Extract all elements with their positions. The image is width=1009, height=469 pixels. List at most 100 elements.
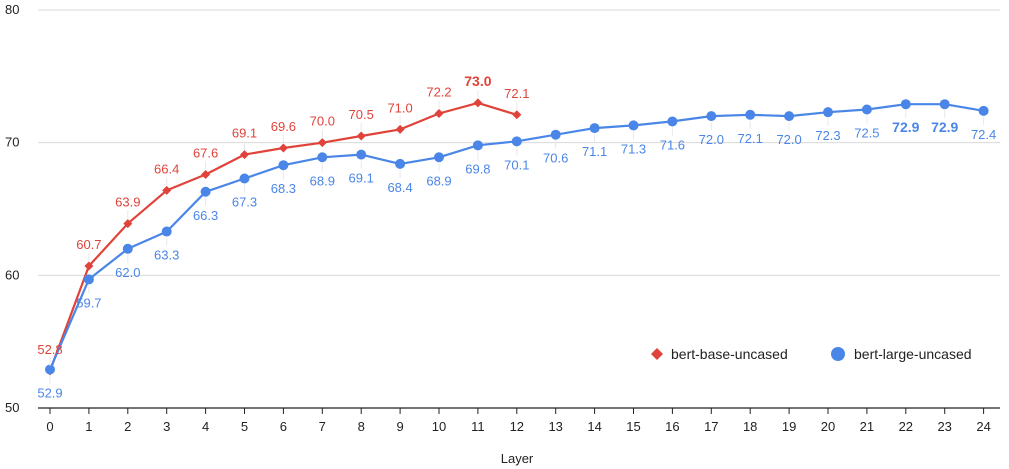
data-point: [83, 274, 94, 285]
data-label: 71.3: [621, 141, 646, 156]
x-tick-label: 7: [319, 419, 326, 434]
legend-label: bert-base-uncased: [671, 346, 788, 362]
data-point: [123, 219, 133, 229]
data-point: [162, 185, 172, 195]
data-point: [278, 143, 288, 153]
data-label: 72.0: [699, 132, 724, 147]
data-point: [240, 150, 249, 160]
x-tick-label: 15: [626, 419, 640, 434]
data-label: 63.9: [115, 195, 140, 210]
data-label: 68.9: [426, 173, 451, 188]
x-tick-label: 9: [396, 419, 403, 434]
data-label: 71.0: [387, 100, 412, 115]
y-tick-label: 80: [5, 2, 19, 17]
y-tick-label: 60: [5, 267, 19, 282]
data-point: [317, 152, 328, 163]
series: [45, 98, 989, 376]
data-label: 72.1: [504, 86, 529, 101]
legend-marker: [651, 348, 663, 360]
x-tick-label: 22: [899, 419, 913, 434]
data-point: [589, 123, 600, 134]
x-axis-title: Layer: [501, 451, 534, 466]
x-tick-label: 17: [704, 419, 718, 434]
data-point: [84, 261, 94, 271]
data-point: [356, 131, 366, 141]
x-tick-label: 20: [821, 419, 835, 434]
x-tick-label: 2: [124, 419, 131, 434]
data-point: [861, 104, 872, 115]
data-label: 72.2: [426, 84, 451, 99]
x-tick-label: 8: [358, 419, 365, 434]
x-tick-label: 19: [782, 419, 796, 434]
data-label: 63.3: [154, 248, 179, 263]
data-label: 68.9: [310, 173, 335, 188]
data-labels: 52.8 60.7 63.9 66.4 67.6 69.1 69.6 70.0 70.5 71.0…: [37, 73, 996, 401]
x-tick-label: 21: [860, 419, 874, 434]
data-point: [550, 129, 561, 140]
data-label: 70.6: [543, 151, 568, 166]
legend-label: bert-large-uncased: [854, 346, 972, 362]
data-label: 72.1: [738, 131, 763, 146]
data-label: 66.4: [154, 161, 179, 176]
data-label: 70.0: [310, 114, 335, 129]
data-point: [784, 111, 795, 122]
data-label: 59.7: [76, 295, 101, 310]
data-label: 71.1: [582, 144, 607, 159]
data-label: 66.3: [193, 208, 218, 223]
x-tick-label: 24: [976, 419, 990, 434]
data-label: 60.7: [76, 237, 101, 252]
data-point: [434, 108, 444, 118]
data-point: [395, 158, 406, 169]
data-label: 69.8: [465, 161, 490, 176]
data-point: [823, 107, 833, 118]
data-point: [473, 98, 483, 108]
legend: bert-base-uncased bert-large-uncased: [651, 346, 972, 362]
data-label: 71.6: [660, 137, 685, 152]
x-tick-label: 14: [587, 419, 601, 434]
data-label: 52.9: [37, 386, 62, 401]
x-tick-label: 4: [202, 419, 209, 434]
data-point: [628, 120, 639, 131]
data-point: [939, 99, 950, 110]
x-tick-label: 3: [163, 419, 170, 434]
x-tick-label: 12: [510, 419, 524, 434]
data-point: [278, 160, 289, 171]
data-label: 72.9: [931, 119, 958, 135]
data-label: 70.1: [504, 157, 529, 172]
data-point: [317, 138, 327, 148]
data-point: [900, 99, 911, 110]
data-point: [395, 124, 405, 134]
data-point: [239, 173, 250, 184]
data-label: 73.0: [464, 73, 491, 89]
x-tick-label: 13: [548, 419, 562, 434]
data-point: [978, 105, 989, 116]
data-label: 67.3: [232, 194, 257, 209]
data-label: 62.0: [115, 265, 140, 280]
data-point: [511, 136, 522, 147]
x-tick-label: 10: [432, 419, 446, 434]
data-point: [512, 110, 522, 120]
x-tick-label: 11: [471, 419, 485, 434]
data-label: 69.6: [271, 119, 296, 134]
x-tick-label: 6: [280, 419, 287, 434]
x-tick-label: 23: [937, 419, 951, 434]
data-point: [706, 111, 717, 122]
data-label: 72.0: [776, 132, 801, 147]
data-point: [356, 149, 367, 160]
data-label: 72.5: [854, 126, 879, 141]
legend-marker: [831, 347, 845, 361]
data-point: [472, 140, 483, 151]
data-point: [434, 152, 444, 163]
data-label: 69.1: [232, 126, 257, 141]
data-point: [45, 364, 55, 375]
data-point: [122, 243, 133, 254]
x-tick-label: 1: [85, 419, 92, 434]
data-point: [201, 170, 211, 180]
data-point: [667, 116, 678, 127]
data-label: 70.5: [349, 107, 374, 122]
x-tick-label: 16: [665, 419, 679, 434]
x-tick-label: 0: [46, 419, 53, 434]
data-label: 68.3: [271, 181, 296, 196]
